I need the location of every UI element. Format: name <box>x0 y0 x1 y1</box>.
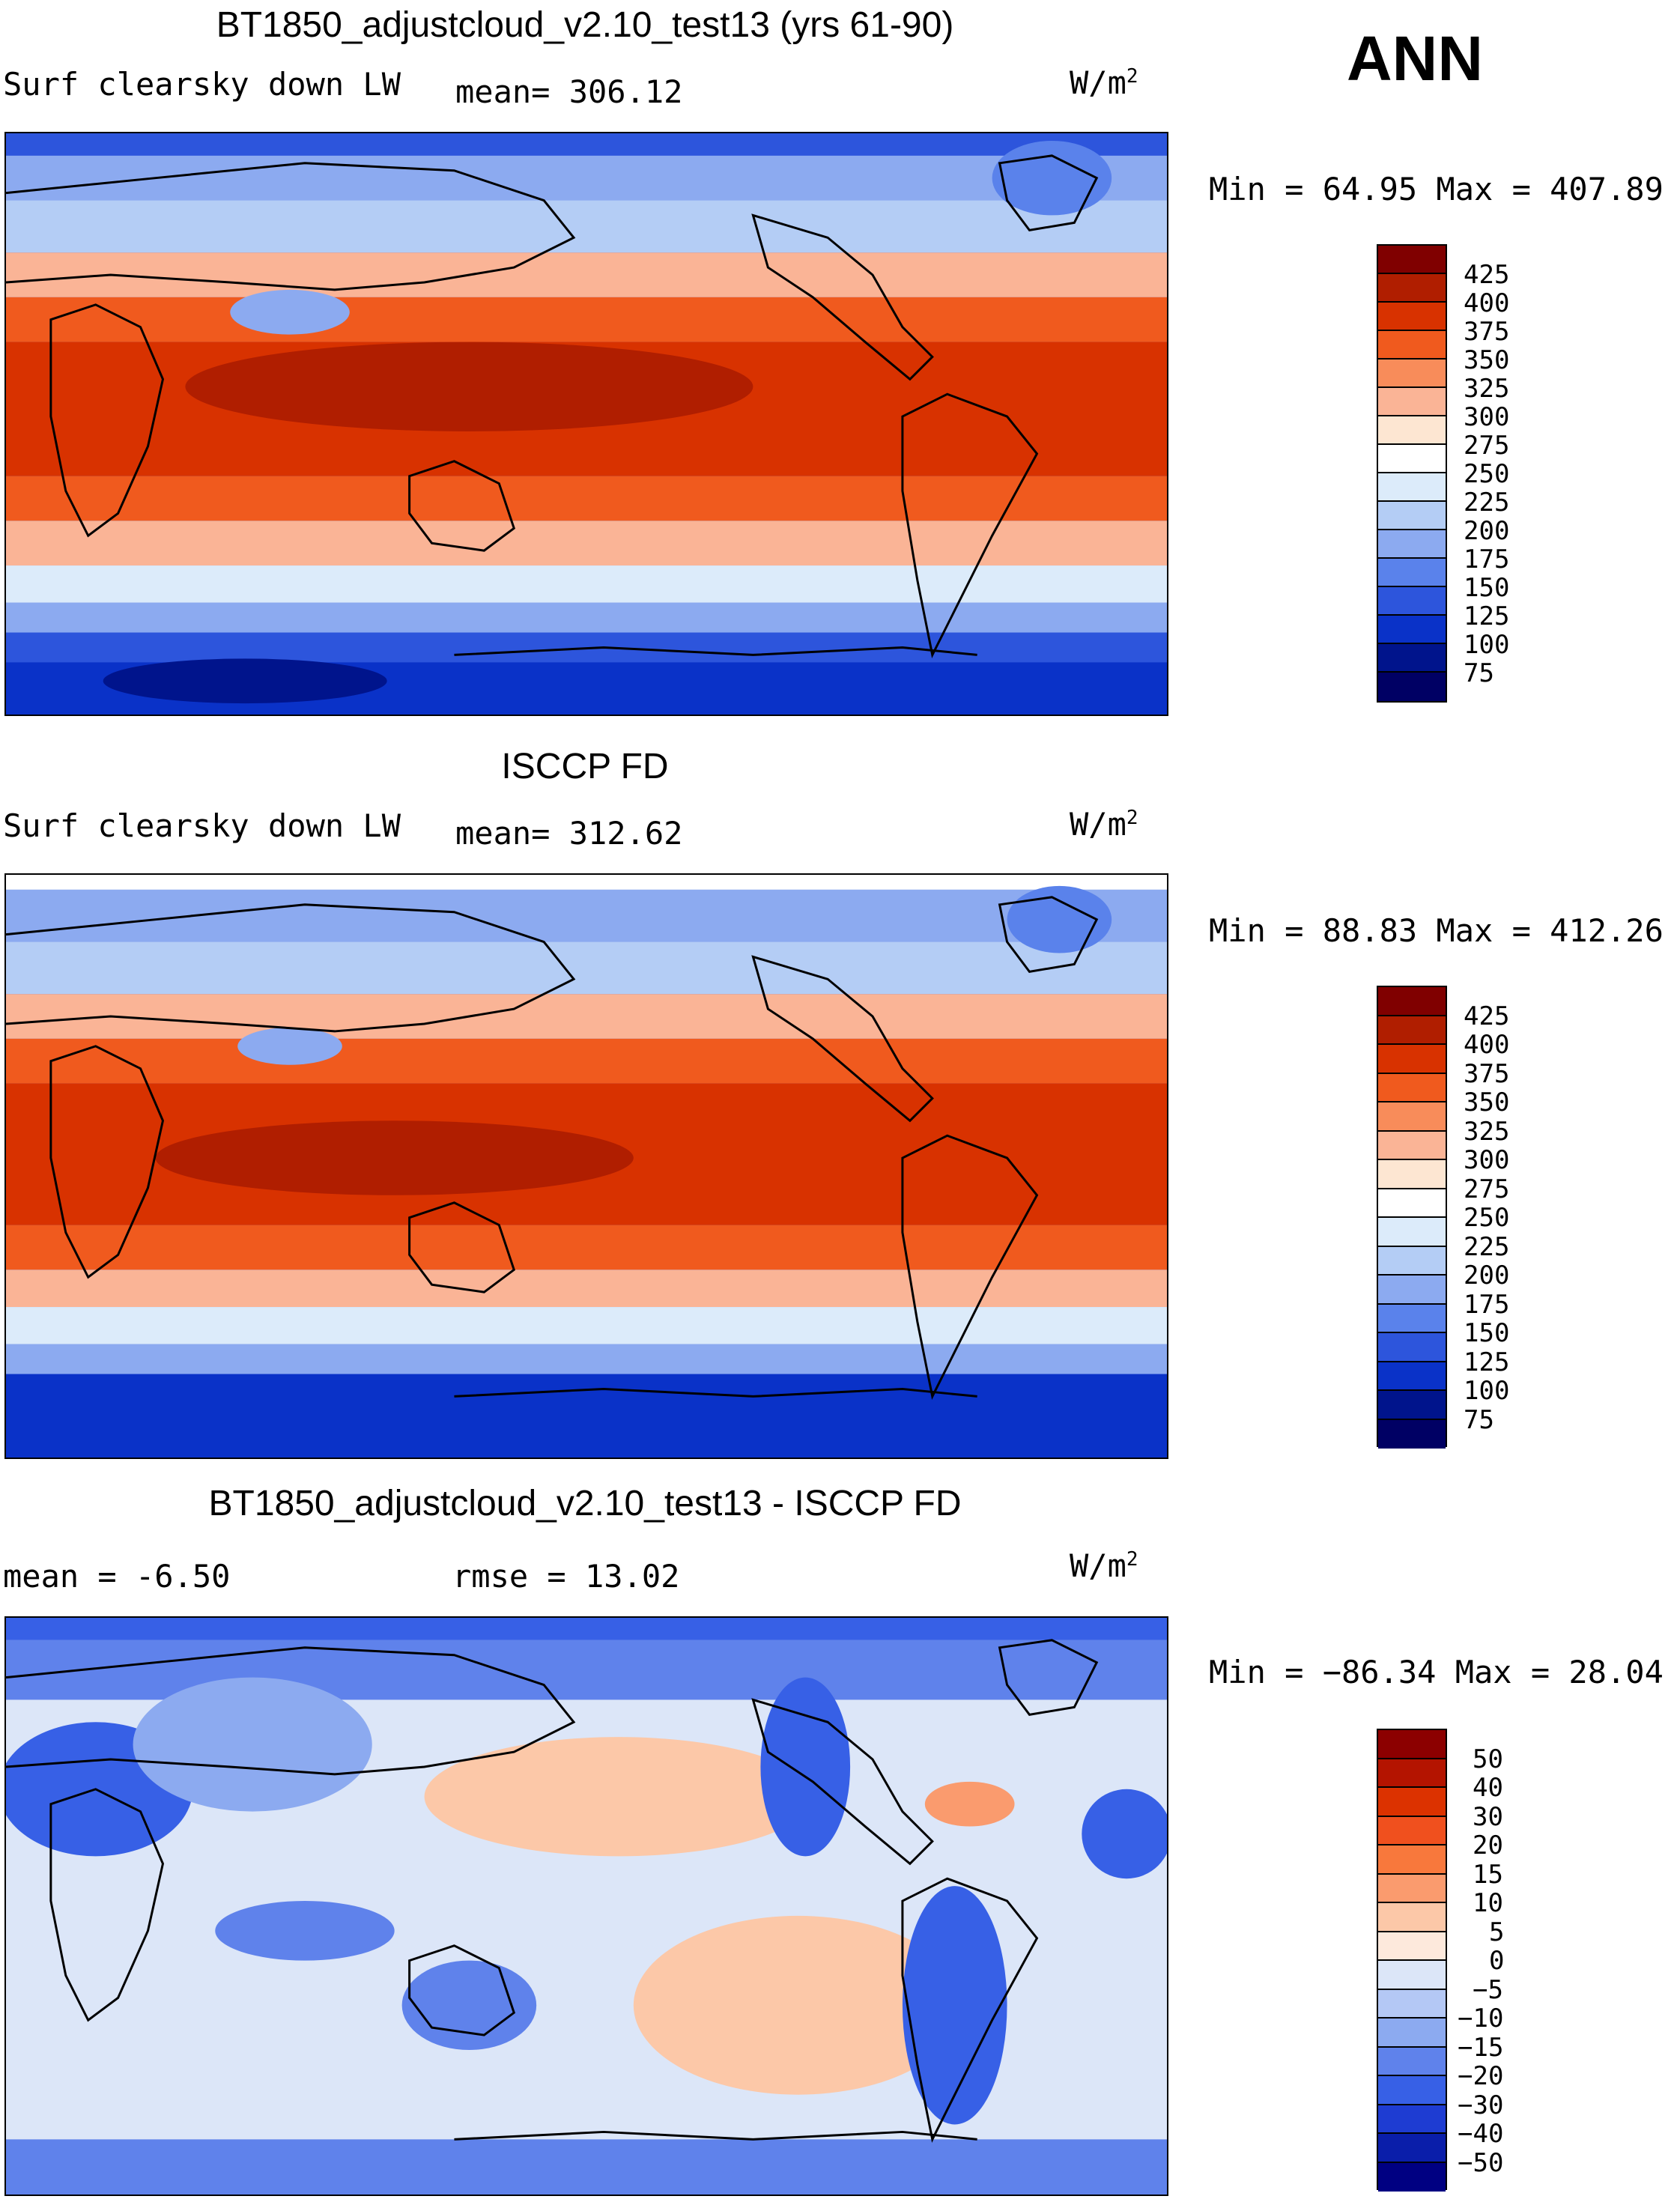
panel1-title: BT1850_adjustcloud_v2.10_test13 (yrs 61-… <box>216 5 954 45</box>
colorbar-tick-label: 175 <box>1464 1290 1510 1320</box>
panel2-title: ISCCP FD <box>501 747 669 786</box>
colorbar-tick-label: 125 <box>1464 1347 1510 1377</box>
panel1-colorbar <box>1377 244 1447 703</box>
colorbar-tick-label: 250 <box>1464 459 1510 489</box>
colorbar-tick-label: 275 <box>1464 1174 1510 1204</box>
panel1-mean-label: mean= 306.12 <box>455 73 683 110</box>
colorbar-tick-label: 375 <box>1464 317 1510 347</box>
colorbar-tick-label: 0 <box>1489 1946 1505 1976</box>
colorbar-tick-label: 125 <box>1464 601 1510 631</box>
colorbar-tick-label: −15 <box>1458 2033 1504 2063</box>
colorbar-tick-label: 20 <box>1473 1831 1503 1860</box>
panel2-colorbar <box>1377 986 1447 1449</box>
panel1-minmax: Min = 64.95 Max = 407.89 <box>1209 171 1664 207</box>
colorbar-tick-label: 275 <box>1464 431 1510 461</box>
panel3-colorbar <box>1377 1729 1447 2192</box>
colorbar-tick-label: 250 <box>1464 1203 1510 1233</box>
panel3-rmse-label: rmse = 13.02 <box>452 1558 680 1595</box>
panel3-units: W/m2 <box>1070 1547 1138 1584</box>
panel1-units: W/m2 <box>1070 64 1138 101</box>
colorbar-tick-label: 425 <box>1464 260 1510 290</box>
colorbar-tick-label: 225 <box>1464 488 1510 518</box>
colorbar-tick-label: 350 <box>1464 1088 1510 1117</box>
colorbar-tick-label: 300 <box>1464 1145 1510 1175</box>
colorbar-tick-label: −30 <box>1458 2090 1504 2120</box>
colorbar-tick-label: 75 <box>1464 1405 1494 1435</box>
season-label: ANN <box>1347 23 1483 94</box>
panel3-map <box>4 1616 1168 2196</box>
colorbar-tick-label: −40 <box>1458 2119 1504 2149</box>
panel3-minmax: Min = −86.34 Max = 28.04 <box>1209 1654 1664 1690</box>
colorbar-tick-label: 350 <box>1464 345 1510 375</box>
colorbar-tick-label: 325 <box>1464 374 1510 404</box>
colorbar-tick-label: 200 <box>1464 516 1510 546</box>
panel2-map <box>4 873 1168 1459</box>
colorbar-tick-label: 375 <box>1464 1059 1510 1089</box>
panel2-variable-label: Surf clearsky down LW <box>3 807 401 844</box>
colorbar-tick-label: 325 <box>1464 1117 1510 1147</box>
colorbar-tick-label: 30 <box>1473 1802 1503 1832</box>
panel2-units: W/m2 <box>1070 806 1138 843</box>
colorbar-tick-label: 40 <box>1473 1773 1503 1803</box>
colorbar-tick-label: −50 <box>1458 2148 1504 2178</box>
colorbar-tick-label: 400 <box>1464 1030 1510 1060</box>
panel1-variable-label: Surf clearsky down LW <box>3 66 401 103</box>
colorbar-tick-label: 15 <box>1473 1860 1503 1890</box>
colorbar-tick-label: −5 <box>1473 1975 1503 2005</box>
panel1-map <box>4 132 1168 716</box>
colorbar-tick-label: 400 <box>1464 288 1510 318</box>
panel3-mean-label: mean = -6.50 <box>3 1558 231 1595</box>
colorbar-tick-label: 225 <box>1464 1232 1510 1262</box>
colorbar-tick-label: 100 <box>1464 630 1510 660</box>
colorbar-tick-label: 300 <box>1464 402 1510 432</box>
colorbar-tick-label: −20 <box>1458 2061 1504 2091</box>
colorbar-tick-label: 200 <box>1464 1261 1510 1290</box>
colorbar-tick-label: 100 <box>1464 1376 1510 1406</box>
colorbar-tick-label: −10 <box>1458 2004 1504 2033</box>
colorbar-tick-label: 425 <box>1464 1001 1510 1031</box>
colorbar-tick-label: 150 <box>1464 1318 1510 1348</box>
panel3-title: BT1850_adjustcloud_v2.10_test13 - ISCCP … <box>208 1484 962 1523</box>
panel2-minmax: Min = 88.83 Max = 412.26 <box>1209 912 1664 949</box>
colorbar-tick-label: 75 <box>1464 658 1494 688</box>
panel2-mean-label: mean= 312.62 <box>455 815 683 852</box>
colorbar-tick-label: 10 <box>1473 1888 1503 1918</box>
colorbar-tick-label: 175 <box>1464 545 1510 574</box>
colorbar-tick-label: 50 <box>1473 1744 1503 1774</box>
colorbar-tick-label: 5 <box>1489 1917 1505 1947</box>
colorbar-tick-label: 150 <box>1464 573 1510 603</box>
